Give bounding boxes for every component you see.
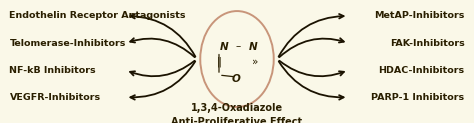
Text: N: N [248,42,257,52]
Text: ‖: ‖ [217,56,221,67]
Text: N: N [219,42,228,52]
Text: NF-kB Inhibitors: NF-kB Inhibitors [9,66,96,75]
Text: MetAP-Inhibitors: MetAP-Inhibitors [374,11,465,21]
Text: PARP-1 Inhibitors: PARP-1 Inhibitors [372,93,465,102]
Text: Endothelin Receptor Antagonists: Endothelin Receptor Antagonists [9,11,186,21]
Text: VEGFR-Inhibitors: VEGFR-Inhibitors [9,93,100,102]
Text: 1,3,4-Oxadiazole: 1,3,4-Oxadiazole [191,103,283,113]
Text: Anti-Proliferative Effect: Anti-Proliferative Effect [172,117,302,123]
Text: FAK-Inhibitors: FAK-Inhibitors [390,38,465,48]
Text: HDAC-Inhibitors: HDAC-Inhibitors [378,66,465,75]
Text: »: » [252,56,258,67]
Text: O: O [231,74,240,84]
Text: Telomerase-Inhibitors: Telomerase-Inhibitors [9,38,126,48]
Text: –: – [236,41,241,51]
